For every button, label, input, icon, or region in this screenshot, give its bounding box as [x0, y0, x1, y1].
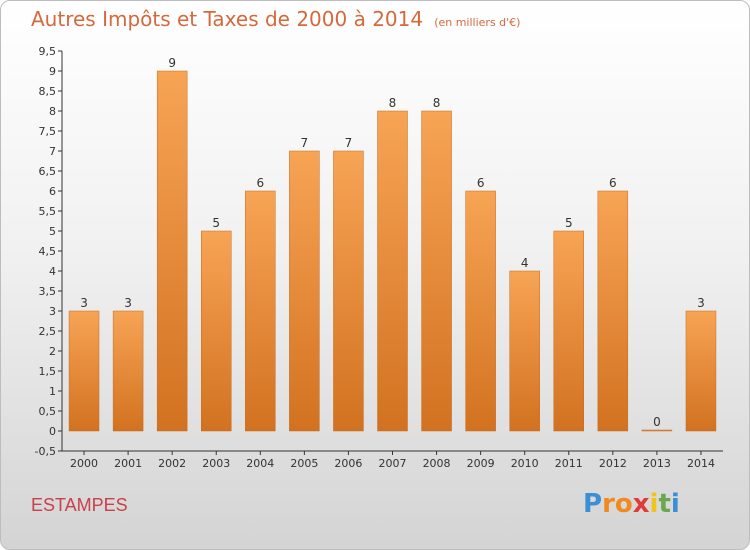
y-tick-label: 9	[49, 65, 56, 78]
data-label-2006: 7	[345, 136, 353, 150]
bar-2013	[641, 429, 673, 432]
bar-2010	[509, 270, 540, 432]
bar-2000	[68, 310, 100, 432]
logo-letter: P	[583, 489, 603, 519]
y-tick-label: 9,5	[39, 45, 57, 58]
x-tick-label-2007: 2007	[379, 457, 407, 470]
x-tick-label-2003: 2003	[202, 457, 230, 470]
data-label-2011: 5	[565, 216, 573, 230]
logo-letter: x	[632, 489, 650, 519]
logo-letter: t	[658, 489, 671, 519]
data-label-2004: 6	[256, 176, 264, 190]
y-tick-label: 3	[49, 305, 56, 318]
data-label-2000: 3	[80, 296, 88, 310]
bar-2007	[377, 110, 408, 432]
x-tick-label-2001: 2001	[114, 457, 142, 470]
data-label-2010: 4	[521, 256, 529, 270]
bar-2012	[597, 190, 629, 432]
y-tick-label: 0	[49, 425, 56, 438]
bar-2003	[201, 230, 232, 432]
logo-letter: r	[602, 489, 615, 519]
data-label-2002: 9	[168, 56, 176, 70]
y-tick-label: 5	[49, 225, 56, 238]
data-label-2008: 8	[433, 96, 441, 110]
chart-subtitle: (en milliers d'€)	[434, 16, 521, 29]
bar-2008	[421, 110, 452, 432]
logo-letter: i	[670, 489, 680, 519]
x-tick-label-2008: 2008	[423, 457, 451, 470]
x-tick-label-2005: 2005	[290, 457, 318, 470]
chart-title-block: Autres Impôts et Taxes de 2000 à 2014 (e…	[31, 7, 520, 31]
bar-2014	[685, 310, 717, 432]
x-tick-label-2010: 2010	[511, 457, 539, 470]
x-tick-label-2014: 2014	[687, 457, 715, 470]
bar-2002	[156, 70, 188, 432]
bar-2001	[112, 310, 144, 432]
bar-2011	[553, 230, 584, 432]
commune-label: ESTAMPES	[31, 495, 128, 515]
y-tick-label: 5,5	[39, 205, 57, 218]
data-label-2001: 3	[124, 296, 132, 310]
data-label-2003: 5	[212, 216, 220, 230]
y-tick-label: 7,5	[39, 125, 57, 138]
bar-2004	[245, 190, 276, 432]
y-tick-label: 1	[49, 385, 56, 398]
bar-2005	[289, 150, 320, 432]
data-label-2007: 8	[389, 96, 397, 110]
bar-2009	[465, 190, 496, 432]
data-label-2005: 7	[301, 136, 309, 150]
bar-2006	[333, 150, 364, 432]
x-tick-label-2012: 2012	[599, 457, 627, 470]
data-label-2013: 0	[653, 415, 661, 429]
x-tick-label-2006: 2006	[334, 457, 362, 470]
x-tick-label-2011: 2011	[555, 457, 583, 470]
x-tick-label-2013: 2013	[643, 457, 671, 470]
proxiti-logo[interactable]: Proxiti	[583, 489, 680, 519]
y-tick-label: 6,5	[39, 165, 57, 178]
y-tick-label: 4,5	[39, 245, 57, 258]
y-tick-label: 8	[49, 105, 56, 118]
y-tick-label: 3,5	[39, 285, 57, 298]
logo-letter: o	[614, 489, 633, 519]
y-tick-label: 1,5	[39, 365, 57, 378]
y-tick-label: 0,5	[39, 405, 57, 418]
data-label-2009: 6	[477, 176, 485, 190]
y-tick-label: 6	[49, 185, 56, 198]
data-label-2012: 6	[609, 176, 617, 190]
data-label-2014: 3	[697, 296, 705, 310]
logo-letter: i	[649, 489, 659, 519]
x-tick-label-2004: 2004	[246, 457, 274, 470]
x-tick-label-2002: 2002	[158, 457, 186, 470]
y-tick-label: 2	[49, 345, 56, 358]
y-tick-label: -0,5	[35, 445, 56, 458]
y-tick-label: 2,5	[39, 325, 57, 338]
chart-title: Autres Impôts et Taxes de 2000 à 2014	[31, 7, 424, 31]
y-tick-label: 8,5	[39, 85, 57, 98]
y-tick-label: 7	[49, 145, 56, 158]
x-tick-label-2000: 2000	[70, 457, 98, 470]
x-tick-label-2009: 2009	[467, 457, 495, 470]
y-tick-label: 4	[49, 265, 56, 278]
